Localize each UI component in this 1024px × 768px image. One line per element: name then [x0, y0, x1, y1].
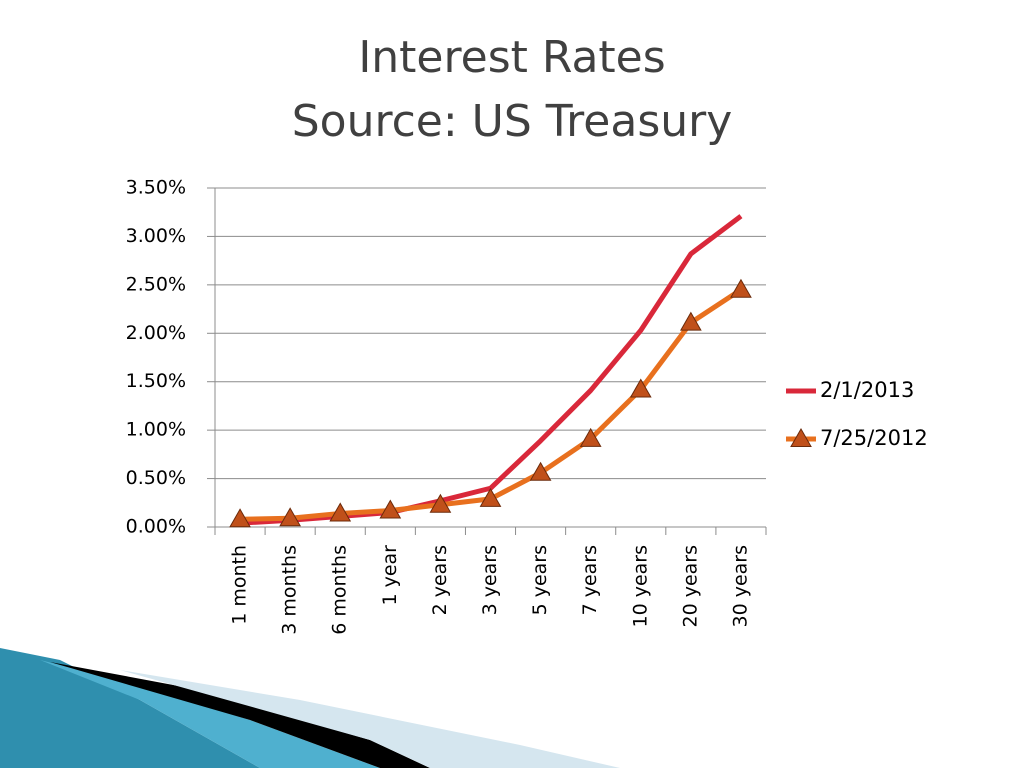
x-tick-label: 6 months — [329, 545, 351, 635]
x-tick-label: 7 years — [579, 545, 601, 615]
chart-title: Interest Rates — [358, 32, 665, 83]
y-tick-label: 1.00% — [126, 419, 186, 441]
y-tick-label: 0.00% — [126, 516, 186, 538]
x-tick-label: 1 year — [379, 545, 401, 606]
y-tick-label: 1.50% — [126, 370, 186, 392]
legend-label: 2/1/2013 — [820, 378, 914, 402]
point-marker — [730, 278, 752, 298]
point-marker — [680, 311, 702, 331]
point-marker — [429, 493, 452, 513]
y-tick-label: 3.00% — [126, 225, 186, 247]
y-tick-label: 2.00% — [126, 322, 186, 344]
y-tick-label: 3.50% — [126, 177, 186, 199]
x-tick-label: 1 month — [229, 545, 251, 625]
series-line — [239, 214, 743, 526]
y-tick-label: 0.50% — [126, 467, 186, 489]
x-tick-label: 2 years — [429, 545, 451, 615]
point-marker — [479, 487, 502, 507]
point-marker — [629, 378, 652, 398]
point-marker — [579, 427, 602, 447]
y-tick-label: 2.50% — [126, 273, 186, 295]
x-tick-label: 20 years — [679, 545, 701, 628]
point-marker — [379, 499, 402, 519]
legend-marker — [790, 427, 812, 447]
point-marker — [229, 508, 251, 528]
x-tick-label: 3 years — [479, 545, 501, 615]
point-marker — [529, 461, 552, 481]
legend-label: 7/25/2012 — [820, 426, 928, 450]
point-marker — [329, 502, 352, 522]
x-tick-label: 30 years — [729, 545, 751, 628]
chart-subtitle: Source: US Treasury — [292, 96, 733, 147]
point-marker — [279, 507, 301, 527]
x-tick-label: 3 months — [279, 545, 301, 635]
x-tick-label: 10 years — [629, 545, 651, 628]
decoration — [0, 648, 620, 768]
x-tick-label: 5 years — [529, 545, 551, 615]
